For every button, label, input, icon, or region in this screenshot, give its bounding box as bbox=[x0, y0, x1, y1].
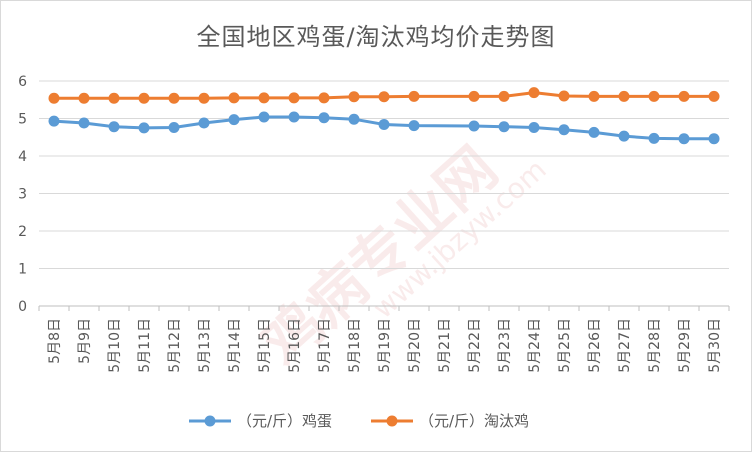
legend: （元/斤）鸡蛋 （元/斤）淘汰鸡 bbox=[189, 412, 529, 430]
series-line bbox=[52, 91, 716, 100]
series-lines bbox=[48, 87, 720, 145]
x-tick-label: 5月30日 bbox=[707, 318, 723, 373]
data-point bbox=[138, 92, 150, 104]
x-tick-label: 5月27日 bbox=[617, 318, 633, 373]
x-tick-label: 5月17日 bbox=[317, 318, 333, 373]
data-point bbox=[408, 120, 420, 132]
x-tick-label: 5月11日 bbox=[137, 318, 153, 373]
data-point bbox=[678, 133, 690, 145]
data-point bbox=[468, 90, 480, 102]
data-point bbox=[498, 121, 510, 133]
x-tick-label: 5月9日 bbox=[77, 318, 93, 364]
x-tick-label: 5月24日 bbox=[527, 318, 543, 373]
legend-label: （元/斤）鸡蛋 bbox=[237, 412, 332, 430]
data-point bbox=[558, 124, 570, 136]
legend-marker bbox=[204, 415, 216, 427]
x-tick-label: 5月10日 bbox=[107, 318, 123, 373]
data-point bbox=[528, 122, 540, 133]
data-point bbox=[228, 114, 240, 126]
data-point bbox=[108, 121, 120, 133]
y-tick-label: 5 bbox=[18, 112, 27, 128]
data-point bbox=[258, 111, 270, 123]
y-tick-label: 2 bbox=[18, 224, 27, 240]
legend-item-1: （元/斤）鸡蛋 bbox=[189, 412, 332, 430]
x-tick-label: 5月18日 bbox=[347, 318, 363, 373]
series-2 bbox=[48, 87, 720, 104]
x-tick-label: 5月22日 bbox=[467, 318, 483, 373]
x-tick-label: 5月20日 bbox=[407, 318, 423, 373]
data-point bbox=[708, 90, 720, 102]
series-line bbox=[52, 115, 716, 141]
x-tick-label: 5月23日 bbox=[497, 318, 513, 373]
data-point bbox=[258, 92, 270, 104]
axes: 0 1 2 3 4 5 6 5月8日 5月9日 5月10日 5月11日 5月12日 5月13日 5月14日… bbox=[18, 74, 730, 373]
y-tick-label: 3 bbox=[18, 187, 27, 203]
x-tick-label: 5月28日 bbox=[647, 318, 663, 373]
y-tick-label: 0 bbox=[18, 299, 27, 315]
y-tick-label: 1 bbox=[18, 262, 27, 278]
data-point bbox=[78, 92, 90, 104]
data-point bbox=[108, 92, 120, 104]
x-tick-label: 5月26日 bbox=[587, 318, 603, 373]
data-point bbox=[228, 92, 240, 104]
gridlines bbox=[39, 80, 729, 269]
legend-item-2: （元/斤）淘汰鸡 bbox=[371, 412, 529, 430]
data-point bbox=[678, 90, 690, 102]
data-point bbox=[618, 90, 630, 102]
x-tick-label: 5月13日 bbox=[197, 318, 213, 373]
data-point bbox=[558, 90, 570, 102]
x-tick-label: 5月29日 bbox=[677, 318, 693, 373]
data-point bbox=[198, 117, 210, 129]
data-point bbox=[648, 90, 660, 102]
data-point bbox=[588, 126, 600, 138]
data-point bbox=[168, 122, 180, 133]
series-1 bbox=[48, 111, 720, 145]
data-point bbox=[468, 120, 480, 132]
y-tick-label: 4 bbox=[18, 149, 27, 165]
x-tick-label: 5月16日 bbox=[287, 318, 303, 373]
x-tick-label: 5月25日 bbox=[557, 318, 573, 373]
data-point bbox=[648, 132, 660, 144]
data-point bbox=[498, 90, 510, 102]
chart-title: 全国地区鸡蛋/淘汰鸡均价走势图 bbox=[196, 23, 556, 51]
data-point bbox=[528, 87, 540, 99]
data-point bbox=[168, 92, 180, 104]
data-point bbox=[378, 91, 390, 103]
legend-marker bbox=[386, 415, 398, 427]
x-tick-label: 5月15日 bbox=[257, 318, 273, 373]
x-tick-label: 5月12日 bbox=[167, 318, 183, 373]
x-tick-label: 5月14日 bbox=[227, 318, 243, 373]
data-point bbox=[138, 122, 150, 134]
data-point bbox=[708, 133, 720, 145]
data-point bbox=[318, 112, 330, 124]
x-tick-label: 5月21日 bbox=[437, 318, 453, 373]
y-tick-label: 6 bbox=[18, 74, 27, 90]
x-tick-label: 5月8日 bbox=[47, 318, 63, 364]
x-tick-label: 5月19日 bbox=[377, 318, 393, 373]
legend-label: （元/斤）淘汰鸡 bbox=[419, 412, 529, 430]
data-point bbox=[408, 90, 420, 102]
data-point bbox=[78, 117, 90, 129]
data-point bbox=[348, 91, 360, 103]
data-point bbox=[318, 92, 330, 104]
data-point bbox=[198, 92, 210, 104]
data-point bbox=[588, 90, 600, 102]
data-point bbox=[48, 115, 60, 127]
data-point bbox=[348, 113, 360, 125]
data-point bbox=[618, 130, 630, 142]
data-point bbox=[48, 92, 60, 104]
data-point bbox=[378, 119, 390, 130]
data-point bbox=[288, 111, 300, 123]
data-point bbox=[288, 92, 300, 104]
